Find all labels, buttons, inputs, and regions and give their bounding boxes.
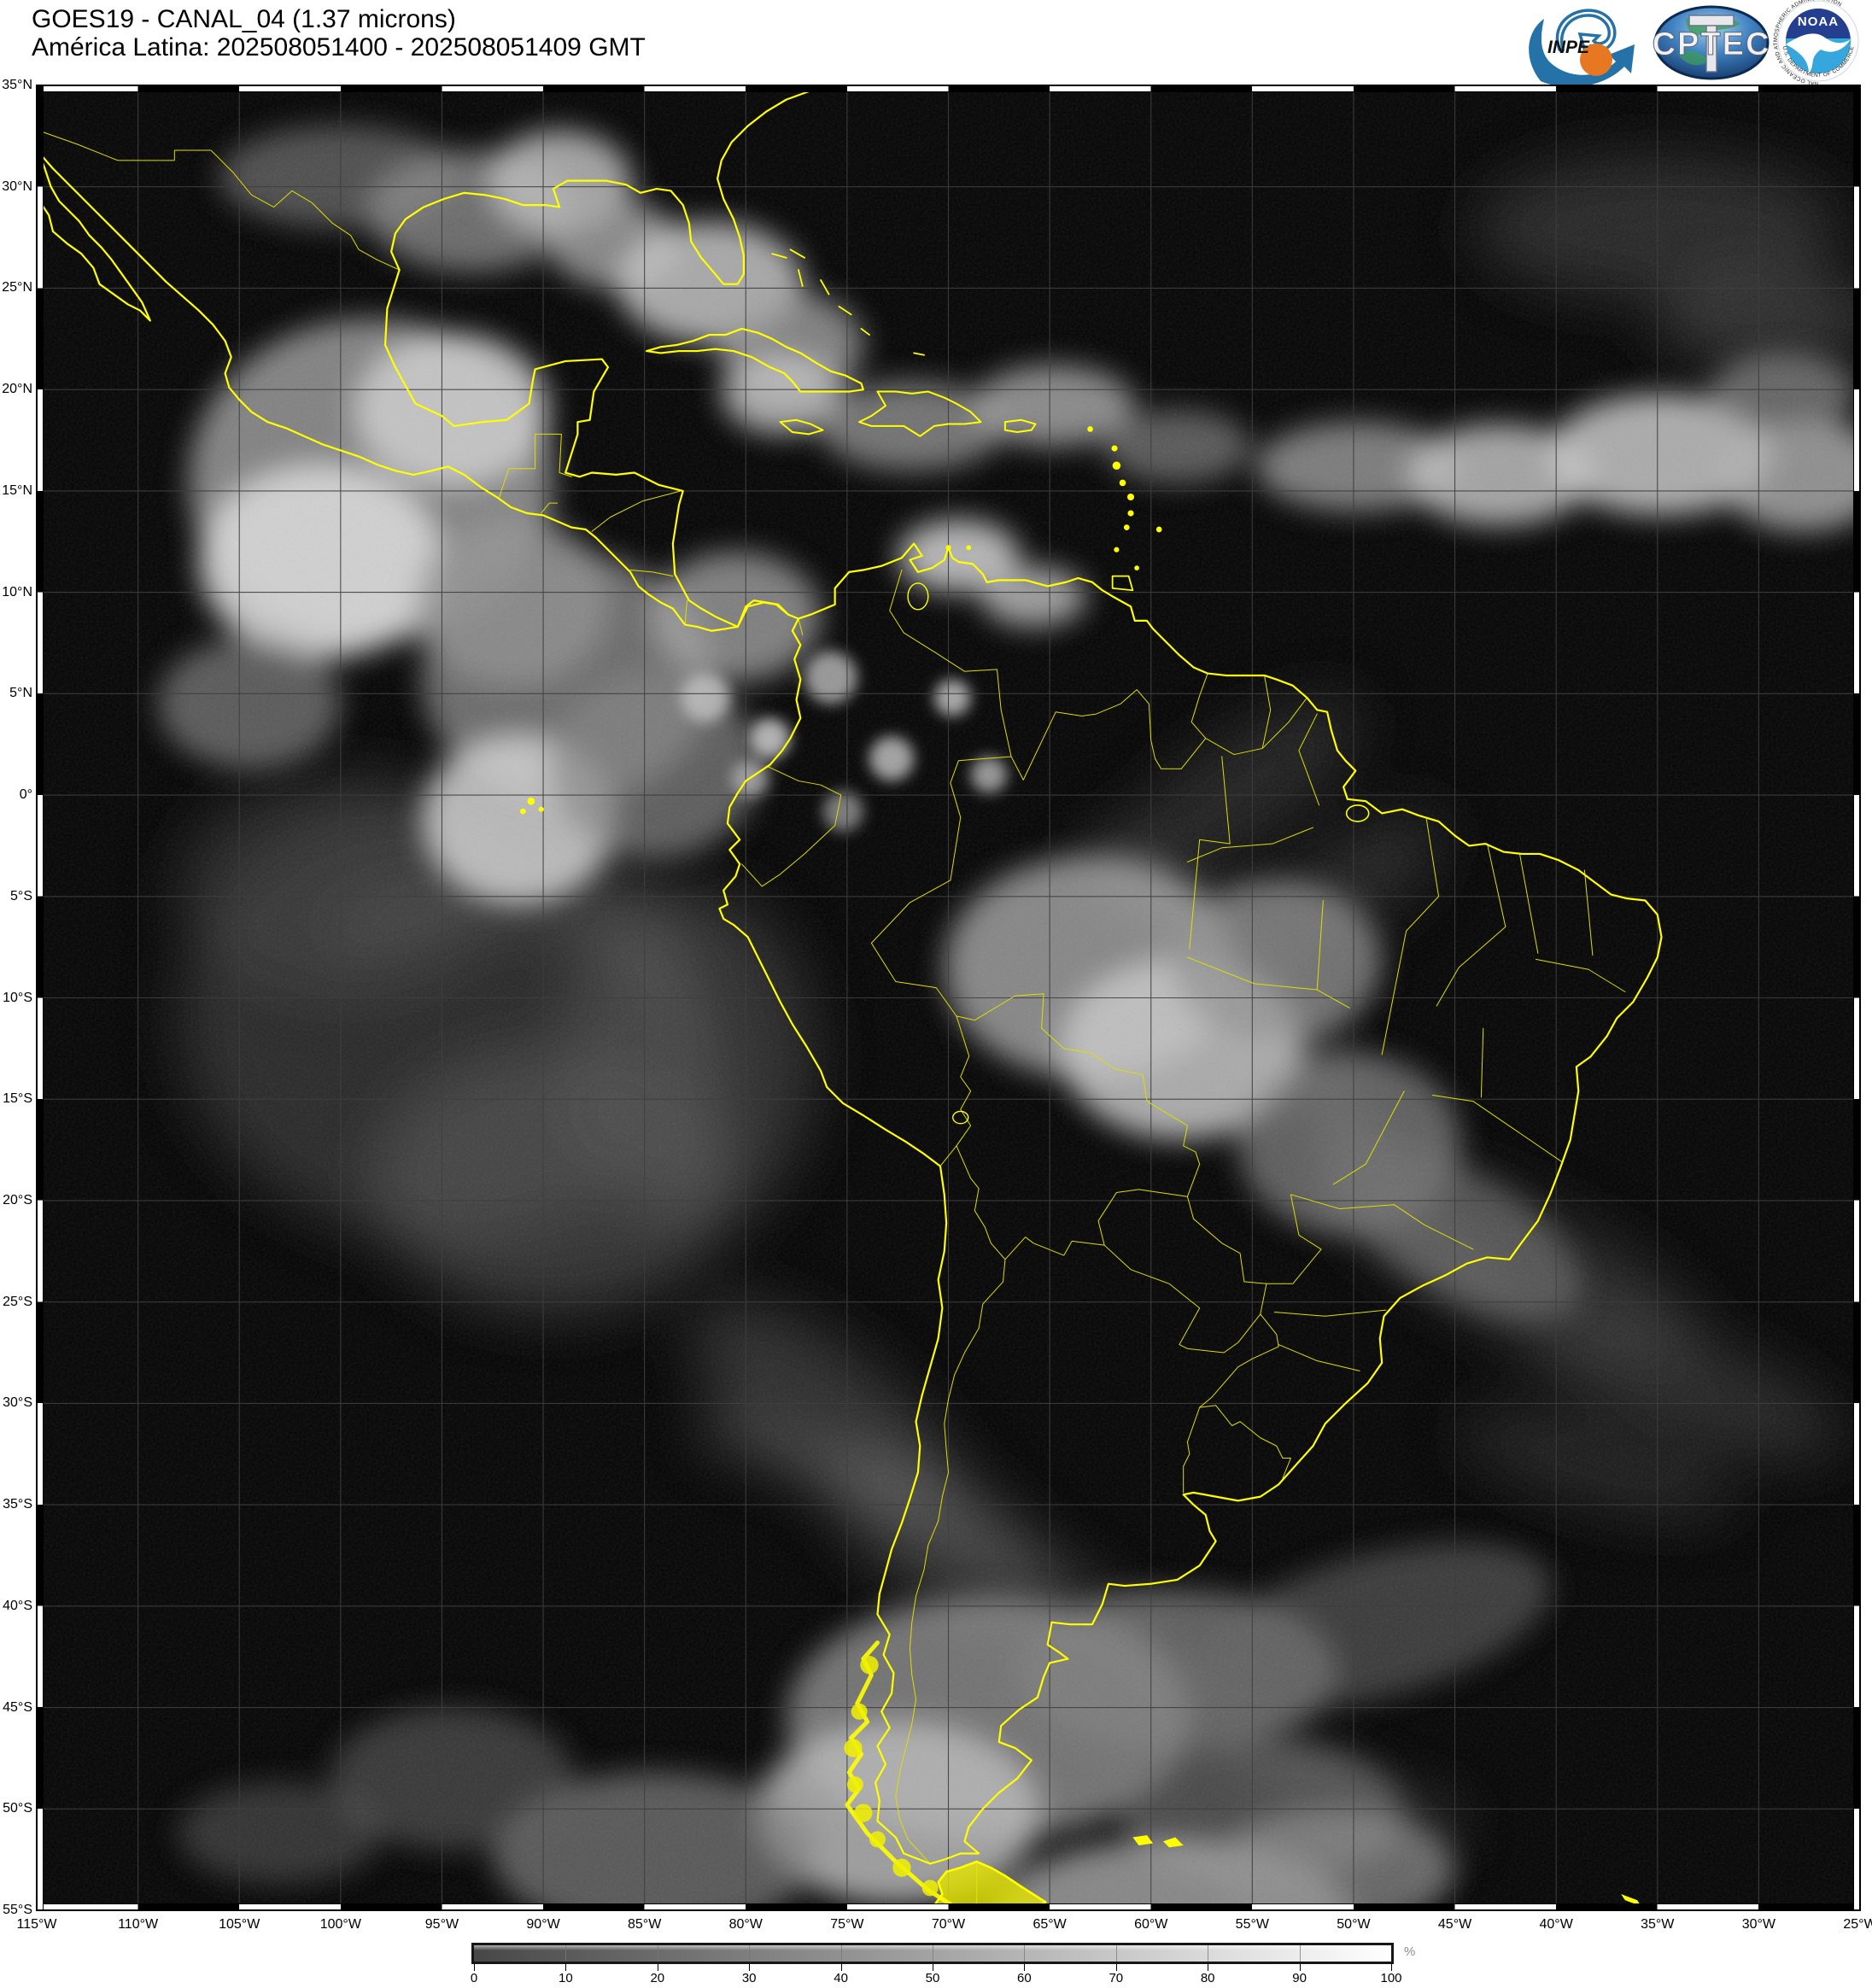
coastlines [37, 85, 1662, 1910]
cptec-t-bar [1688, 15, 1735, 26]
lat-label: 35°S [3, 1497, 32, 1512]
cptec-label: CPTEC [1653, 26, 1771, 62]
colorbar-tick-label: 30 [741, 1971, 757, 1985]
map-border-top [37, 85, 1860, 92]
lon-label: 25°W [1843, 1917, 1872, 1932]
lon-label: 75°W [830, 1917, 864, 1932]
lat-label: 5°S [10, 888, 32, 903]
colorbar-gridline [749, 1945, 751, 1962]
lon-label: 60°W [1134, 1917, 1168, 1932]
satellite-image [37, 85, 1860, 1910]
lon-label: 40°W [1539, 1917, 1573, 1932]
colorbar-tick-label: 100 [1380, 1971, 1402, 1985]
lon-label: 115°W [16, 1917, 57, 1932]
lat-label: 30°S [3, 1395, 32, 1411]
lat-label: 15°N [2, 482, 32, 498]
lat-label: 20°N [2, 382, 32, 397]
lon-label: 100°W [319, 1917, 361, 1932]
colorbar-unit: % [1404, 1944, 1416, 1959]
colorbar-tick-label: 0 [470, 1971, 478, 1985]
colorbar-tick-label: 90 [1292, 1971, 1307, 1985]
lon-label: 45°W [1437, 1917, 1472, 1932]
colorbar-gridline [1024, 1945, 1026, 1962]
colorbar-gridline [1115, 1945, 1117, 1962]
lat-label: 50°S [3, 1801, 32, 1816]
colorbar-tick-label: 80 [1200, 1971, 1215, 1985]
lon-label: 50°W [1337, 1917, 1371, 1932]
map-border-left [37, 85, 44, 1910]
colorbar-gridline [840, 1945, 842, 1962]
colorbar-tick-label: 40 [834, 1971, 848, 1985]
lon-label: 35°W [1641, 1917, 1675, 1932]
lon-label: 110°W [118, 1917, 159, 1932]
lat-label: 10°S [3, 990, 32, 1005]
inpe-arrow-loop-icon [1555, 9, 1617, 55]
lon-label: 85°W [628, 1917, 662, 1932]
noaa-label: NOAA [1798, 15, 1839, 29]
colorbar-gridline [565, 1945, 567, 1962]
lat-label: 40°S [3, 1598, 32, 1613]
colorbar-tick-label: 10 [559, 1971, 573, 1985]
lat-label: 25°S [3, 1294, 32, 1309]
lon-label: 90°W [526, 1917, 560, 1932]
colorbar-tick [1299, 1964, 1301, 1971]
inpe-logo: INPE [1529, 9, 1635, 85]
lat-label: 35°N [2, 78, 32, 92]
colorbar-tick [1391, 1964, 1392, 1971]
agency-logos: INPE CPTEC NOAA NATI [1515, 0, 1865, 85]
colorbar-tick-label: 20 [650, 1971, 665, 1985]
lat-label: 15°S [3, 1091, 32, 1107]
lon-label: 70°W [931, 1917, 966, 1932]
colorbar-tick [840, 1964, 842, 1971]
product-subtitle: América Latina: 202508051400 - 202508051… [32, 33, 646, 61]
country-state-borders [37, 132, 1625, 1910]
lat-label: 45°S [3, 1699, 32, 1715]
map-border-right [1853, 85, 1860, 1910]
map-border-bottom [37, 1903, 1860, 1910]
satellite-map [36, 85, 1861, 1911]
colorbar-tick [749, 1964, 751, 1971]
lat-label: 30°N [2, 178, 32, 194]
colorbar-gridline [1299, 1945, 1301, 1962]
lon-label: 95°W [424, 1917, 459, 1932]
lon-label: 30°W [1741, 1917, 1776, 1932]
colorbar-tick [1024, 1964, 1026, 1971]
lon-label: 65°W [1033, 1917, 1067, 1932]
graticule-grid [37, 85, 1860, 1910]
lon-label: 55°W [1235, 1917, 1269, 1932]
colorbar-tick [474, 1964, 475, 1971]
lat-label: 25°N [2, 280, 32, 295]
colorbar-tick-label: 70 [1109, 1971, 1124, 1985]
lat-label: 10°N [2, 584, 32, 599]
noaa-bird-icon [1786, 33, 1851, 73]
lon-label: 80°W [728, 1917, 763, 1932]
lat-label: 5°N [9, 686, 32, 701]
reflectance-colorbar [471, 1943, 1394, 1964]
lat-label: 55°S [3, 1903, 32, 1917]
cptec-logo: CPTEC [1652, 5, 1771, 80]
colorbar-tick-label: 50 [925, 1971, 940, 1985]
lat-label: 20°S [3, 1192, 32, 1207]
lat-label: 0° [19, 787, 32, 803]
lon-label: 105°W [219, 1917, 260, 1932]
header: GOES19 - CANAL_04 (1.37 microns) América… [32, 5, 646, 61]
colorbar-tick [1115, 1964, 1117, 1971]
product-title: GOES19 - CANAL_04 (1.37 microns) [32, 5, 456, 33]
colorbar-tick [565, 1964, 567, 1971]
cptec-continent2-icon [1677, 50, 1708, 66]
inpe-label: INPE [1547, 38, 1590, 57]
colorbar-tick-label: 60 [1017, 1971, 1032, 1985]
inpe-orange-dot-icon [1580, 44, 1612, 76]
noaa-logo: NOAA NATIONAL OCEANIC AND ATMOSPHERIC AD… [1771, 0, 1859, 85]
